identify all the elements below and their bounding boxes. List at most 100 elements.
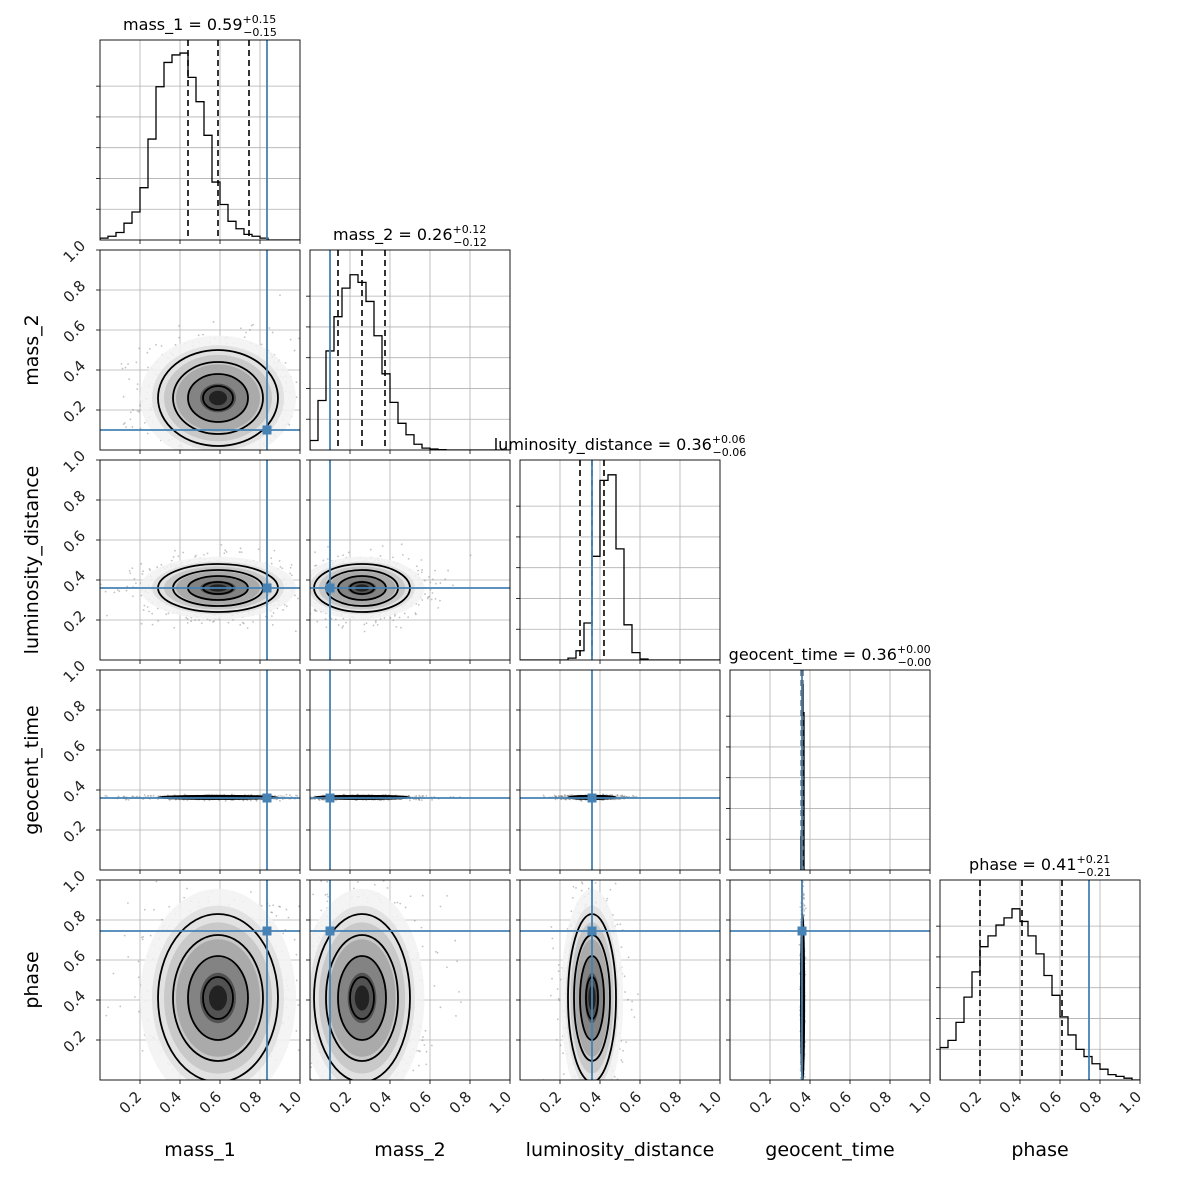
sample-point (298, 337, 300, 340)
sample-point (152, 794, 155, 797)
sample-point (241, 454, 243, 456)
sample-point (420, 559, 423, 561)
sample-point (422, 794, 425, 797)
sample-point (381, 545, 384, 548)
sample-point (195, 554, 197, 557)
sample-point (133, 577, 136, 580)
sample-point (421, 569, 424, 571)
sample-point (167, 612, 170, 615)
sample-point (424, 593, 426, 595)
sample-point (323, 799, 325, 801)
sample-point (376, 623, 379, 626)
sample-point (198, 619, 200, 621)
sample-point (252, 621, 255, 623)
sample-point (417, 569, 419, 572)
y-tick-label: 0.2 (60, 607, 90, 637)
sample-point (427, 596, 430, 599)
sample-point (212, 321, 215, 323)
sample-point (305, 582, 307, 584)
sample-point (301, 559, 303, 561)
sample-point (398, 616, 401, 619)
sample-point (138, 411, 140, 413)
sample-point (279, 566, 282, 568)
truth-marker (325, 583, 335, 593)
sample-point (158, 463, 160, 465)
sample-point (122, 395, 125, 398)
sample-point (146, 606, 149, 608)
sample-point (203, 799, 206, 802)
sample-point (421, 795, 424, 797)
sample-point (430, 598, 433, 601)
sample-point (156, 451, 158, 453)
sample-point (305, 372, 307, 374)
sample-point (300, 796, 302, 798)
sample-point (125, 589, 128, 592)
sample-point (363, 630, 366, 633)
sample-point (431, 592, 434, 594)
sample-point (429, 581, 432, 584)
title-minus: −0.12 (453, 236, 487, 249)
sample-point (131, 426, 134, 428)
sample-point (285, 605, 288, 608)
sample-point (139, 427, 142, 430)
sample-point (106, 795, 108, 798)
sample-point (379, 618, 382, 620)
sample-point (139, 455, 141, 457)
sample-point (300, 591, 302, 593)
sample-point (239, 547, 242, 550)
sample-point (279, 799, 281, 802)
y-tick-label: 0.8 (60, 697, 90, 727)
sample-point (369, 548, 372, 551)
sample-point (392, 619, 395, 622)
sample-point (431, 578, 434, 581)
sample-point (135, 582, 137, 585)
sample-point (242, 799, 245, 802)
sample-point (434, 569, 436, 572)
sample-point (128, 378, 131, 381)
sample-point (304, 604, 306, 606)
sample-point (182, 551, 185, 554)
sample-point (278, 559, 281, 562)
sample-point (242, 622, 245, 625)
sample-point (126, 585, 129, 588)
sample-point (271, 331, 274, 334)
sample-point (124, 421, 126, 424)
sample-point (138, 347, 141, 350)
y-tick-label: 0.8 (60, 277, 90, 307)
sample-point (160, 563, 163, 566)
sample-point (428, 595, 431, 598)
sample-point (136, 410, 139, 412)
sample-point (304, 797, 306, 799)
sample-point (308, 595, 310, 597)
sample-point (425, 795, 428, 797)
sample-point (383, 617, 386, 619)
sample-point (194, 619, 197, 621)
sample-point (365, 622, 368, 625)
sample-point (208, 619, 211, 622)
sample-point (148, 348, 151, 350)
sample-point (326, 403, 328, 405)
sample-point (231, 793, 233, 796)
y-tick-label: 0.8 (60, 487, 90, 517)
sample-point (294, 597, 296, 599)
density-group (120, 294, 328, 465)
sample-point (624, 795, 626, 798)
sample-point (253, 452, 255, 454)
sample-point (304, 582, 306, 584)
sample-point (623, 795, 625, 798)
y-tick-label: 0.2 (60, 397, 90, 427)
sample-point (175, 456, 177, 458)
sample-point (335, 799, 337, 802)
sample-point (148, 568, 151, 570)
sample-point (270, 613, 272, 615)
sample-point (193, 455, 195, 457)
sample-point (151, 612, 154, 615)
sample-point (284, 362, 287, 364)
sample-point (136, 795, 138, 798)
sample-point (127, 798, 130, 801)
sample-point (140, 562, 143, 565)
histogram-luminosity_distance (520, 474, 720, 660)
sample-point (143, 794, 146, 796)
sample-point (567, 794, 570, 797)
